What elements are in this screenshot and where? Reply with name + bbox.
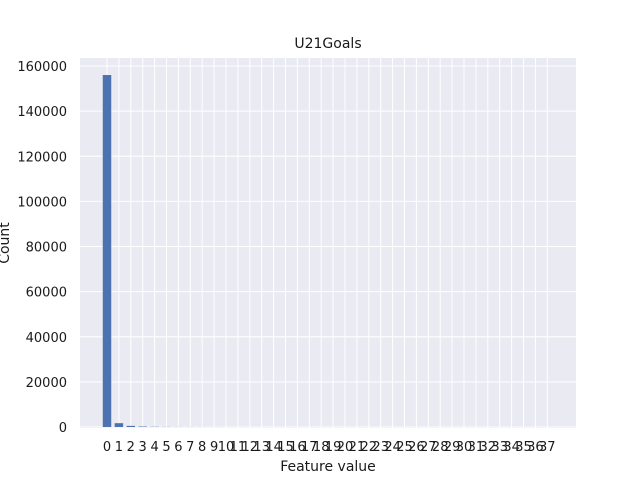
x-tick-label: 0 <box>103 440 111 455</box>
bar-1 <box>115 423 124 427</box>
chart-title: U21Goals <box>294 36 361 52</box>
y-tick-label: 120000 <box>17 150 67 165</box>
y-tick-label: 0 <box>59 421 67 436</box>
x-tick-label: 6 <box>174 440 182 455</box>
bar-0 <box>103 75 112 427</box>
x-tick-label: 1 <box>115 440 123 455</box>
x-tick-label: 8 <box>198 440 206 455</box>
x-tick-label: 4 <box>150 440 158 455</box>
y-tick-label: 60000 <box>26 286 67 301</box>
y-tick-label: 100000 <box>17 195 67 210</box>
y-tick-labels: 0 20000 40000 60000 80000 100000 120000 140000 1… <box>17 60 67 436</box>
y-tick-label: 20000 <box>26 376 67 391</box>
y-tick-label: 40000 <box>26 331 67 346</box>
x-tick-label: 3 <box>139 440 147 455</box>
x-axis-label: Feature value <box>280 459 376 475</box>
bar-2 <box>127 426 136 427</box>
y-tick-label: 140000 <box>17 105 67 120</box>
x-tick-label: 5 <box>162 440 170 455</box>
y-tick-label: 160000 <box>17 60 67 75</box>
y-axis-label: Count <box>0 222 13 264</box>
y-tick-label: 80000 <box>26 241 67 256</box>
x-tick-label: 7 <box>186 440 194 455</box>
x-tick-label: 37 <box>539 440 556 455</box>
x-tick-label: 2 <box>127 440 135 455</box>
